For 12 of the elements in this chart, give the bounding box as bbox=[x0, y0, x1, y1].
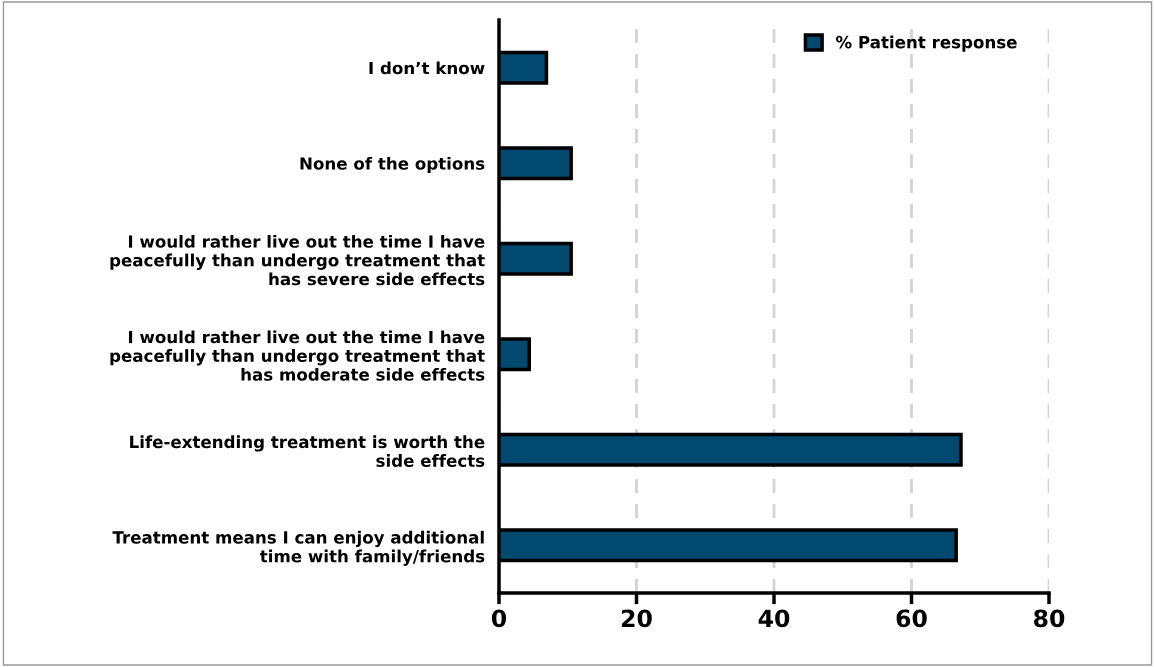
y-tick-label: I would rather live out the time I have peacefully than undergo treatment that has moderate side effects bbox=[110, 330, 485, 381]
x-tick-label: 40 bbox=[758, 609, 790, 628]
y-tick-label: None of the options bbox=[300, 156, 485, 174]
x-tick-label: 20 bbox=[621, 609, 652, 628]
x-tick-label: 0 bbox=[491, 609, 507, 628]
y-tick-label: I would rather live out the time I have peacefully than undergo treatment that has severe side effects bbox=[110, 234, 485, 286]
legend-label: % Patient response bbox=[835, 35, 1017, 52]
y-tick-label: I don’t know bbox=[369, 61, 485, 75]
x-tick-label: 60 bbox=[896, 609, 927, 628]
y-tick-label: Life-extending treatment is worth the side effects bbox=[130, 435, 485, 467]
x-tick-label: 80 bbox=[1034, 609, 1065, 628]
y-tick-label: Treatment means I can enjoy additional time with family/friends bbox=[112, 530, 485, 566]
